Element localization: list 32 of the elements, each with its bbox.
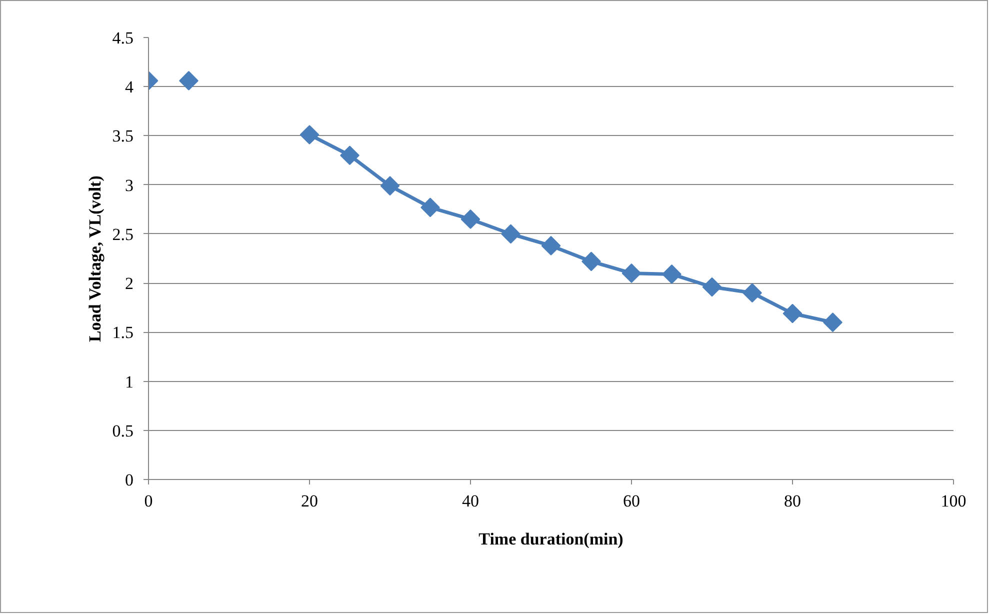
- y-tick-label: 3: [125, 176, 134, 195]
- x-tick-label: 80: [784, 492, 801, 510]
- point: [460, 210, 480, 229]
- x-tick-label: 40: [462, 492, 479, 510]
- point: [702, 277, 722, 297]
- y-tick-label: 4.5: [112, 28, 134, 48]
- y-tick-label: 1: [125, 372, 134, 392]
- y-tick-label: 4: [125, 78, 134, 97]
- y-axis-title: Load Voltage, VL(volt): [85, 176, 104, 342]
- point: [622, 264, 642, 283]
- point: [662, 264, 682, 284]
- x-tick-label: 20: [301, 492, 318, 510]
- point: [501, 224, 520, 244]
- y-tick-label: 3.5: [112, 126, 134, 146]
- point: [380, 176, 400, 196]
- y-tick-label: 2: [125, 274, 134, 294]
- x-axis-title: Time duration(min): [478, 530, 624, 548]
- y-tick-label: 0.5: [112, 421, 134, 440]
- y-tick-label: 2.5: [112, 224, 134, 244]
- point: [340, 146, 360, 166]
- y-tick-label: 1.5: [112, 323, 134, 342]
- x-tick-label: 100: [940, 492, 966, 510]
- x-tick-label: 0: [144, 492, 153, 510]
- y-tick-label: 0: [125, 470, 134, 490]
- point: [420, 198, 440, 218]
- point: [742, 283, 762, 303]
- point: [541, 236, 561, 256]
- point: [582, 252, 601, 272]
- point: [823, 312, 842, 332]
- point: [782, 304, 802, 324]
- point: [300, 125, 320, 144]
- x-tick-label: 60: [623, 492, 640, 510]
